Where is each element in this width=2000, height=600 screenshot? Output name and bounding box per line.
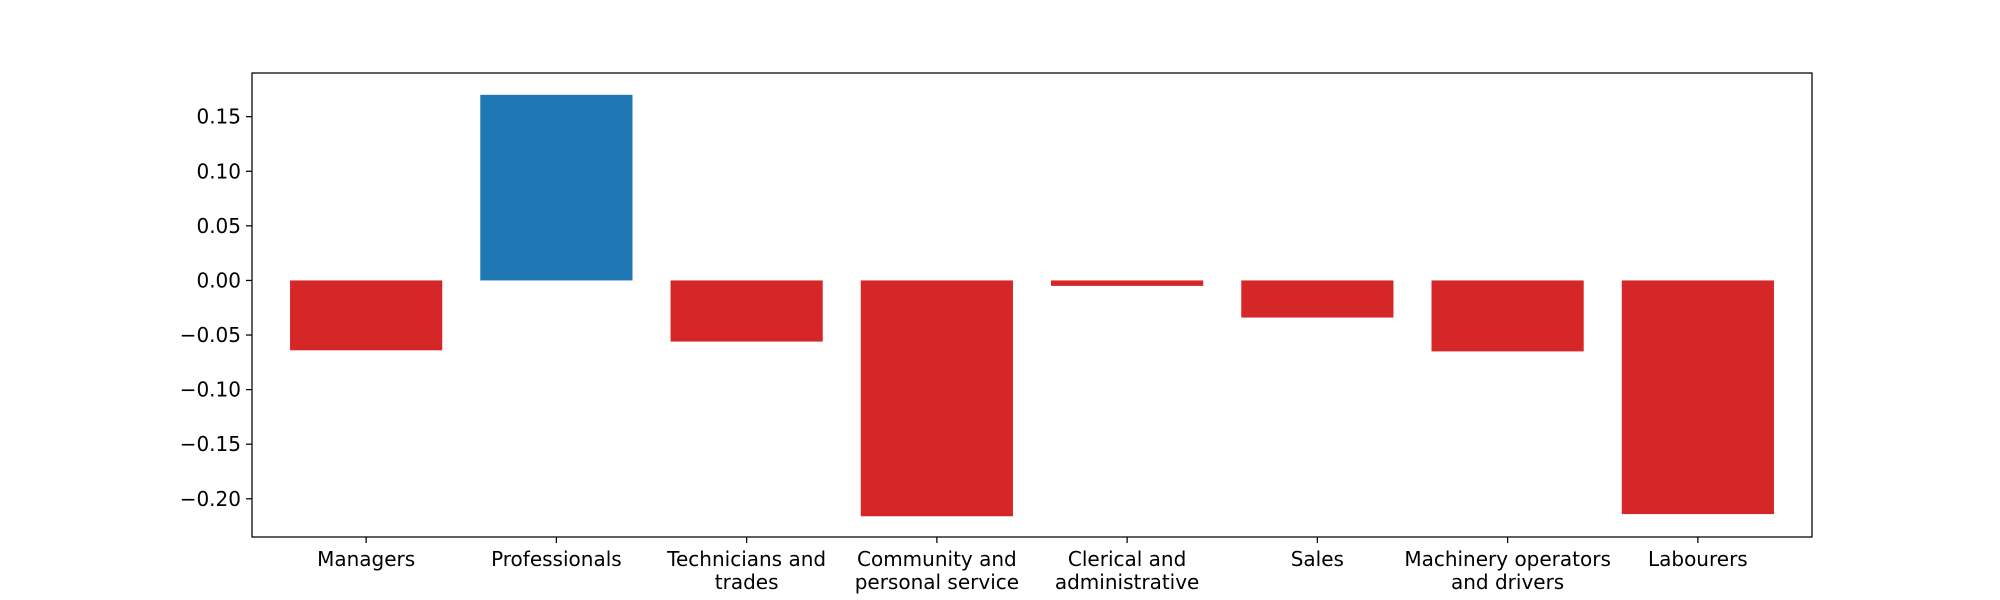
bar-1 xyxy=(480,94,633,281)
x-tick-label-line: Professionals xyxy=(491,547,622,571)
bar-5 xyxy=(1241,280,1394,318)
bar-2 xyxy=(670,280,823,342)
x-tick-label: Technicians and trades xyxy=(666,547,826,594)
x-tick-label: Machinery operators and drivers xyxy=(1404,547,1611,594)
x-tick-label: Clerical and administrative xyxy=(1055,547,1200,594)
x-tick-label-line: Managers xyxy=(317,547,415,571)
x-tick-label: Labourers xyxy=(1648,547,1748,571)
x-tick-label-line: personal service xyxy=(855,570,1019,594)
y-axis: 0.15 0.10 0.05 0.00 −0.05 −0.10 −0.15 −0.20 xyxy=(180,105,252,511)
bar-7 xyxy=(1621,280,1774,515)
x-tick-label-line: administrative xyxy=(1055,570,1200,594)
y-tick-label: −0.10 xyxy=(180,378,241,402)
y-tick-label: 0.05 xyxy=(196,214,241,238)
y-tick-label: 0.00 xyxy=(196,268,241,292)
plot-area-frame xyxy=(251,72,1813,538)
y-tick-label: 0.15 xyxy=(196,105,241,129)
x-tick-label-line: Labourers xyxy=(1648,547,1748,571)
x-axis: Managers Professionals Technicians and trad… xyxy=(317,537,1748,594)
bar-4 xyxy=(1051,280,1204,286)
x-tick-label-line: Technicians and xyxy=(666,547,826,571)
y-tick-label: −0.15 xyxy=(180,432,241,456)
x-tick-label: Community and personal service xyxy=(855,547,1019,594)
x-tick-label-line: Clerical and xyxy=(1068,547,1186,571)
x-tick-label: Sales xyxy=(1291,547,1344,571)
y-tick-label: 0.10 xyxy=(196,159,241,183)
y-tick-label: −0.20 xyxy=(180,487,241,511)
x-tick-label-line: trades xyxy=(715,570,779,594)
bar-6 xyxy=(1431,280,1584,352)
x-tick-label-line: Sales xyxy=(1291,547,1344,571)
x-tick-label: Professionals xyxy=(491,547,622,571)
bar-0 xyxy=(290,280,443,351)
y-tick-label: −0.05 xyxy=(180,323,241,347)
x-tick-label-line: Machinery operators xyxy=(1404,547,1611,571)
bars-layer xyxy=(290,94,1774,517)
bar-3 xyxy=(860,280,1013,517)
x-tick-label-line: Community and xyxy=(857,547,1017,571)
x-tick-label-line: and drivers xyxy=(1451,570,1564,594)
x-tick-label: Managers xyxy=(317,547,415,571)
